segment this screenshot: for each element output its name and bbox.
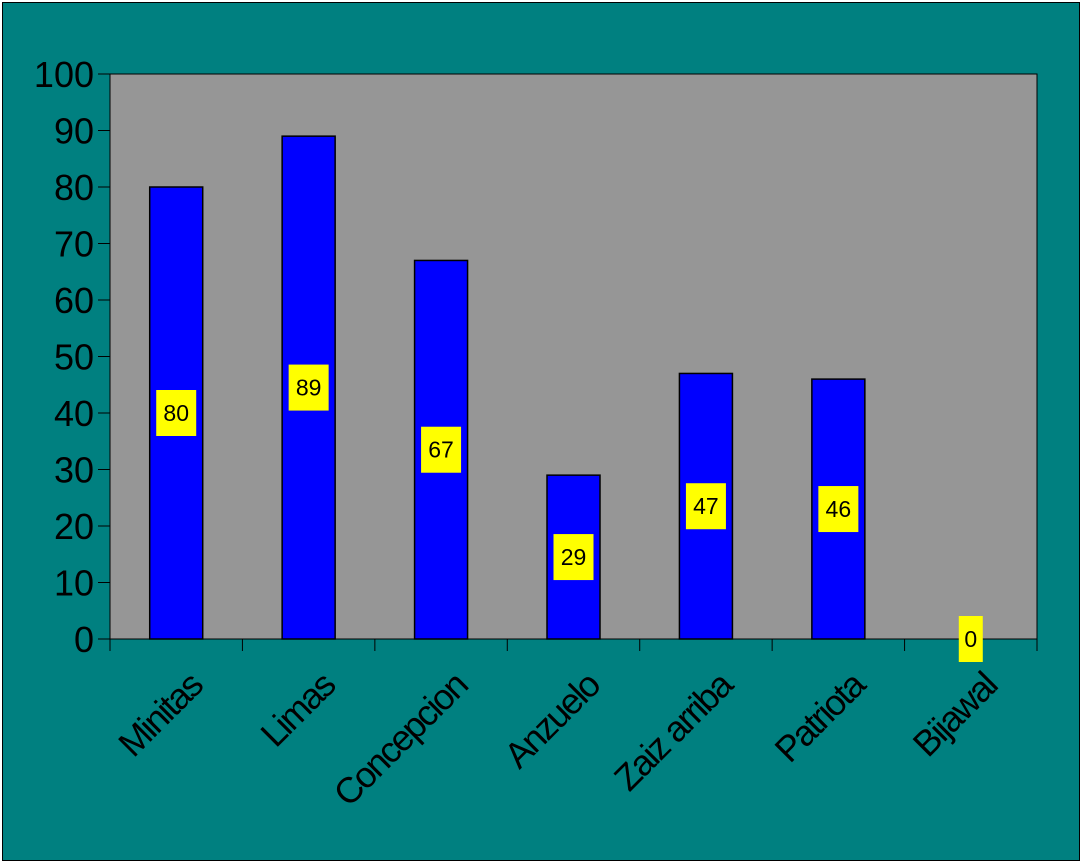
y-tick-label: 50: [54, 337, 94, 378]
data-label: 46: [826, 496, 852, 522]
x-category-label: Patriota: [767, 663, 875, 771]
y-tick-label: 90: [54, 111, 94, 152]
y-tick-label: 30: [54, 450, 94, 491]
y-tick-label: 80: [54, 167, 94, 208]
data-label: 67: [428, 437, 454, 463]
data-label-box: [553, 534, 594, 581]
y-tick-label: 40: [54, 393, 94, 434]
x-category-label: Anzuelo: [496, 664, 608, 776]
data-label: 80: [163, 400, 189, 426]
x-category-label: Bijawal: [905, 665, 1005, 765]
data-label: 0: [964, 626, 977, 652]
data-label: 47: [693, 493, 719, 519]
y-tick-label: 70: [54, 224, 94, 265]
data-label-box: [818, 486, 859, 533]
x-category-label: Concepcion: [325, 665, 474, 814]
x-category-label: Limas: [252, 664, 343, 755]
y-tick-label: 100: [34, 54, 94, 95]
y-tick-label: 0: [74, 619, 94, 660]
data-label-box: [685, 483, 726, 530]
data-label-box: [288, 364, 329, 411]
y-tick-label: 60: [54, 280, 94, 321]
y-tick-label: 10: [54, 563, 94, 604]
data-label: 29: [561, 544, 587, 570]
data-label-box: [156, 390, 197, 436]
data-label-box: [958, 616, 983, 662]
data-label: 89: [296, 375, 322, 401]
x-category-label: Minitas: [110, 664, 210, 764]
data-label-box: [421, 426, 462, 473]
x-category-label: Zaiz arriba: [606, 663, 742, 799]
y-tick-label: 20: [54, 506, 94, 547]
